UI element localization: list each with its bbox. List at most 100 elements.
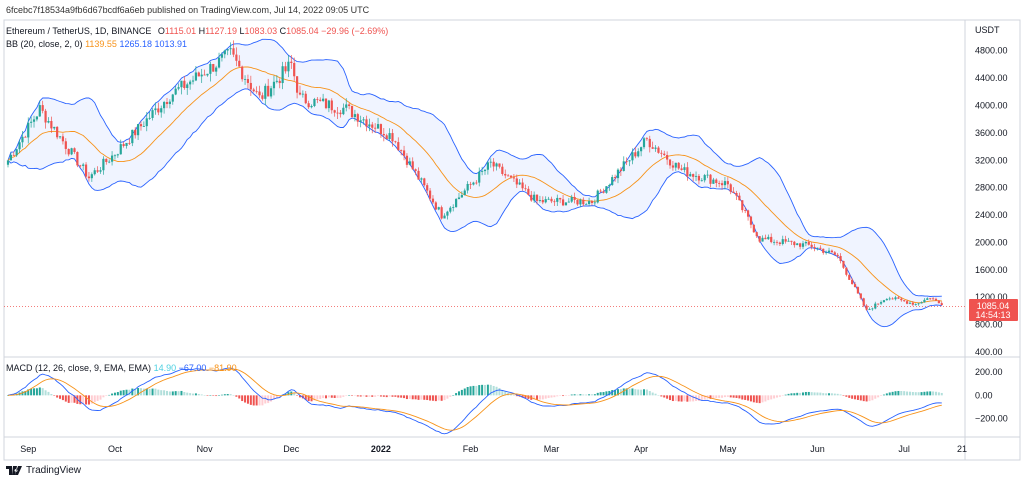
candle-body: [784, 239, 787, 242]
candle-body: [535, 194, 539, 201]
candle-body: [27, 122, 30, 138]
macd-pane: [7, 367, 943, 435]
candle-body: [781, 239, 784, 245]
macd-histogram-bar: [345, 395, 348, 396]
macd-histogram-bar: [47, 391, 50, 396]
macd-tick-label: −200.00: [975, 413, 1008, 423]
currency-label: USDT: [975, 25, 1000, 35]
macd-histogram-bar: [501, 390, 504, 396]
candle-body: [640, 147, 643, 152]
macd-histogram-bar: [400, 395, 403, 398]
macd-histogram-bar: [842, 395, 845, 396]
candle-body: [217, 57, 221, 68]
candle-body: [666, 155, 669, 160]
macd-histogram-bar: [677, 395, 680, 402]
macd-histogram-bar: [579, 394, 582, 396]
candle-body: [6, 160, 10, 165]
macd-histogram-bar: [333, 395, 336, 398]
time-tick-label: Mar: [544, 444, 560, 454]
price-tick-label: 400.00: [975, 347, 1003, 357]
candle-body: [394, 141, 397, 143]
macd-histogram-bar: [608, 390, 611, 396]
candle-body: [755, 232, 758, 237]
candle-body: [428, 190, 432, 199]
macd-histogram-bar: [186, 392, 189, 396]
macd-histogram-bar: [215, 395, 218, 397]
candle-body: [570, 196, 573, 202]
last-price-value: 1085.04: [977, 301, 1010, 311]
candle-body: [319, 99, 322, 101]
time-tick-label: 21: [957, 444, 967, 454]
candle-body: [134, 129, 137, 136]
candle-body: [521, 182, 524, 189]
candle-body: [180, 80, 183, 88]
macd-histogram-bar: [616, 389, 619, 396]
macd-histogram-bar: [443, 395, 446, 401]
bb-basis-line: [7, 66, 942, 304]
price-tick-label: 4400.00: [975, 73, 1008, 83]
macd-histogram-bar: [388, 395, 391, 397]
candle-body: [342, 107, 345, 115]
candle-body: [220, 54, 224, 58]
candle-body: [56, 126, 59, 138]
candle-body: [758, 236, 761, 242]
macd-histogram-bar: [244, 395, 247, 403]
open-label: O: [157, 26, 165, 36]
candle-body: [489, 161, 492, 163]
macd-histogram-bar: [906, 391, 909, 396]
macd-histogram-bar: [391, 395, 394, 397]
bb-label[interactable]: BB (20, close, 2, 0): [6, 39, 83, 49]
tradingview-footer[interactable]: TradingView: [6, 465, 81, 476]
candle-body: [475, 182, 478, 184]
candle-body: [165, 102, 169, 105]
macd-histogram-bar: [741, 395, 744, 400]
candle-body: [619, 169, 622, 171]
macd-histogram-bar: [758, 395, 761, 404]
candle-body: [391, 133, 394, 142]
macd-histogram-bar: [920, 392, 923, 396]
candle-body: [885, 299, 888, 301]
macd-histogram-bar: [209, 395, 212, 396]
candle-body: [472, 182, 475, 185]
candle-body: [851, 279, 854, 285]
candle-body: [212, 64, 215, 72]
candle-body: [469, 183, 472, 185]
macd-histogram-bar: [41, 388, 44, 396]
high-label: H: [198, 26, 206, 36]
macd-histogram-bar: [82, 395, 85, 404]
candle-body: [336, 112, 339, 114]
macd-label[interactable]: MACD (12, 26, close, 9, EMA, EMA): [6, 363, 152, 373]
candle-body: [434, 202, 437, 210]
candle-body: [836, 254, 839, 256]
candle-body: [648, 138, 651, 148]
candle-body: [645, 138, 648, 140]
candle-body: [897, 297, 900, 299]
candle-body: [160, 108, 163, 113]
macd-histogram-bar: [828, 393, 831, 396]
symbol-name[interactable]: Ethereum / TetherUS, 1D, BINANCE: [6, 26, 152, 36]
candle-body: [764, 237, 767, 240]
macd-histogram-bar: [122, 390, 125, 396]
macd-tick-label: 200.00: [975, 367, 1003, 377]
candle-body: [810, 244, 813, 247]
macd-histogram-bar: [481, 384, 484, 396]
candle-body: [293, 63, 296, 77]
macd-histogram-bar: [700, 395, 703, 401]
macd-histogram-bar: [405, 395, 408, 400]
macd-histogram-bar: [868, 395, 871, 402]
candle-body: [105, 158, 108, 162]
bb-upper-line: [7, 38, 942, 297]
candle-body: [908, 302, 912, 304]
macd-histogram-bar: [241, 395, 244, 402]
macd-histogram-bar: [802, 392, 804, 396]
macd-histogram-bar: [431, 395, 434, 401]
candle-body: [397, 142, 400, 151]
price-tick-label: 800.00: [975, 320, 1003, 330]
macd-histogram-bar: [220, 394, 223, 396]
symbol-legend-row: Ethereum / TetherUS, 1D, BINANCE O1115.0…: [6, 25, 388, 38]
macd-histogram-bar: [845, 395, 848, 397]
candle-body: [238, 60, 241, 67]
candle-body: [426, 185, 429, 191]
macd-histogram-bar: [183, 391, 186, 396]
